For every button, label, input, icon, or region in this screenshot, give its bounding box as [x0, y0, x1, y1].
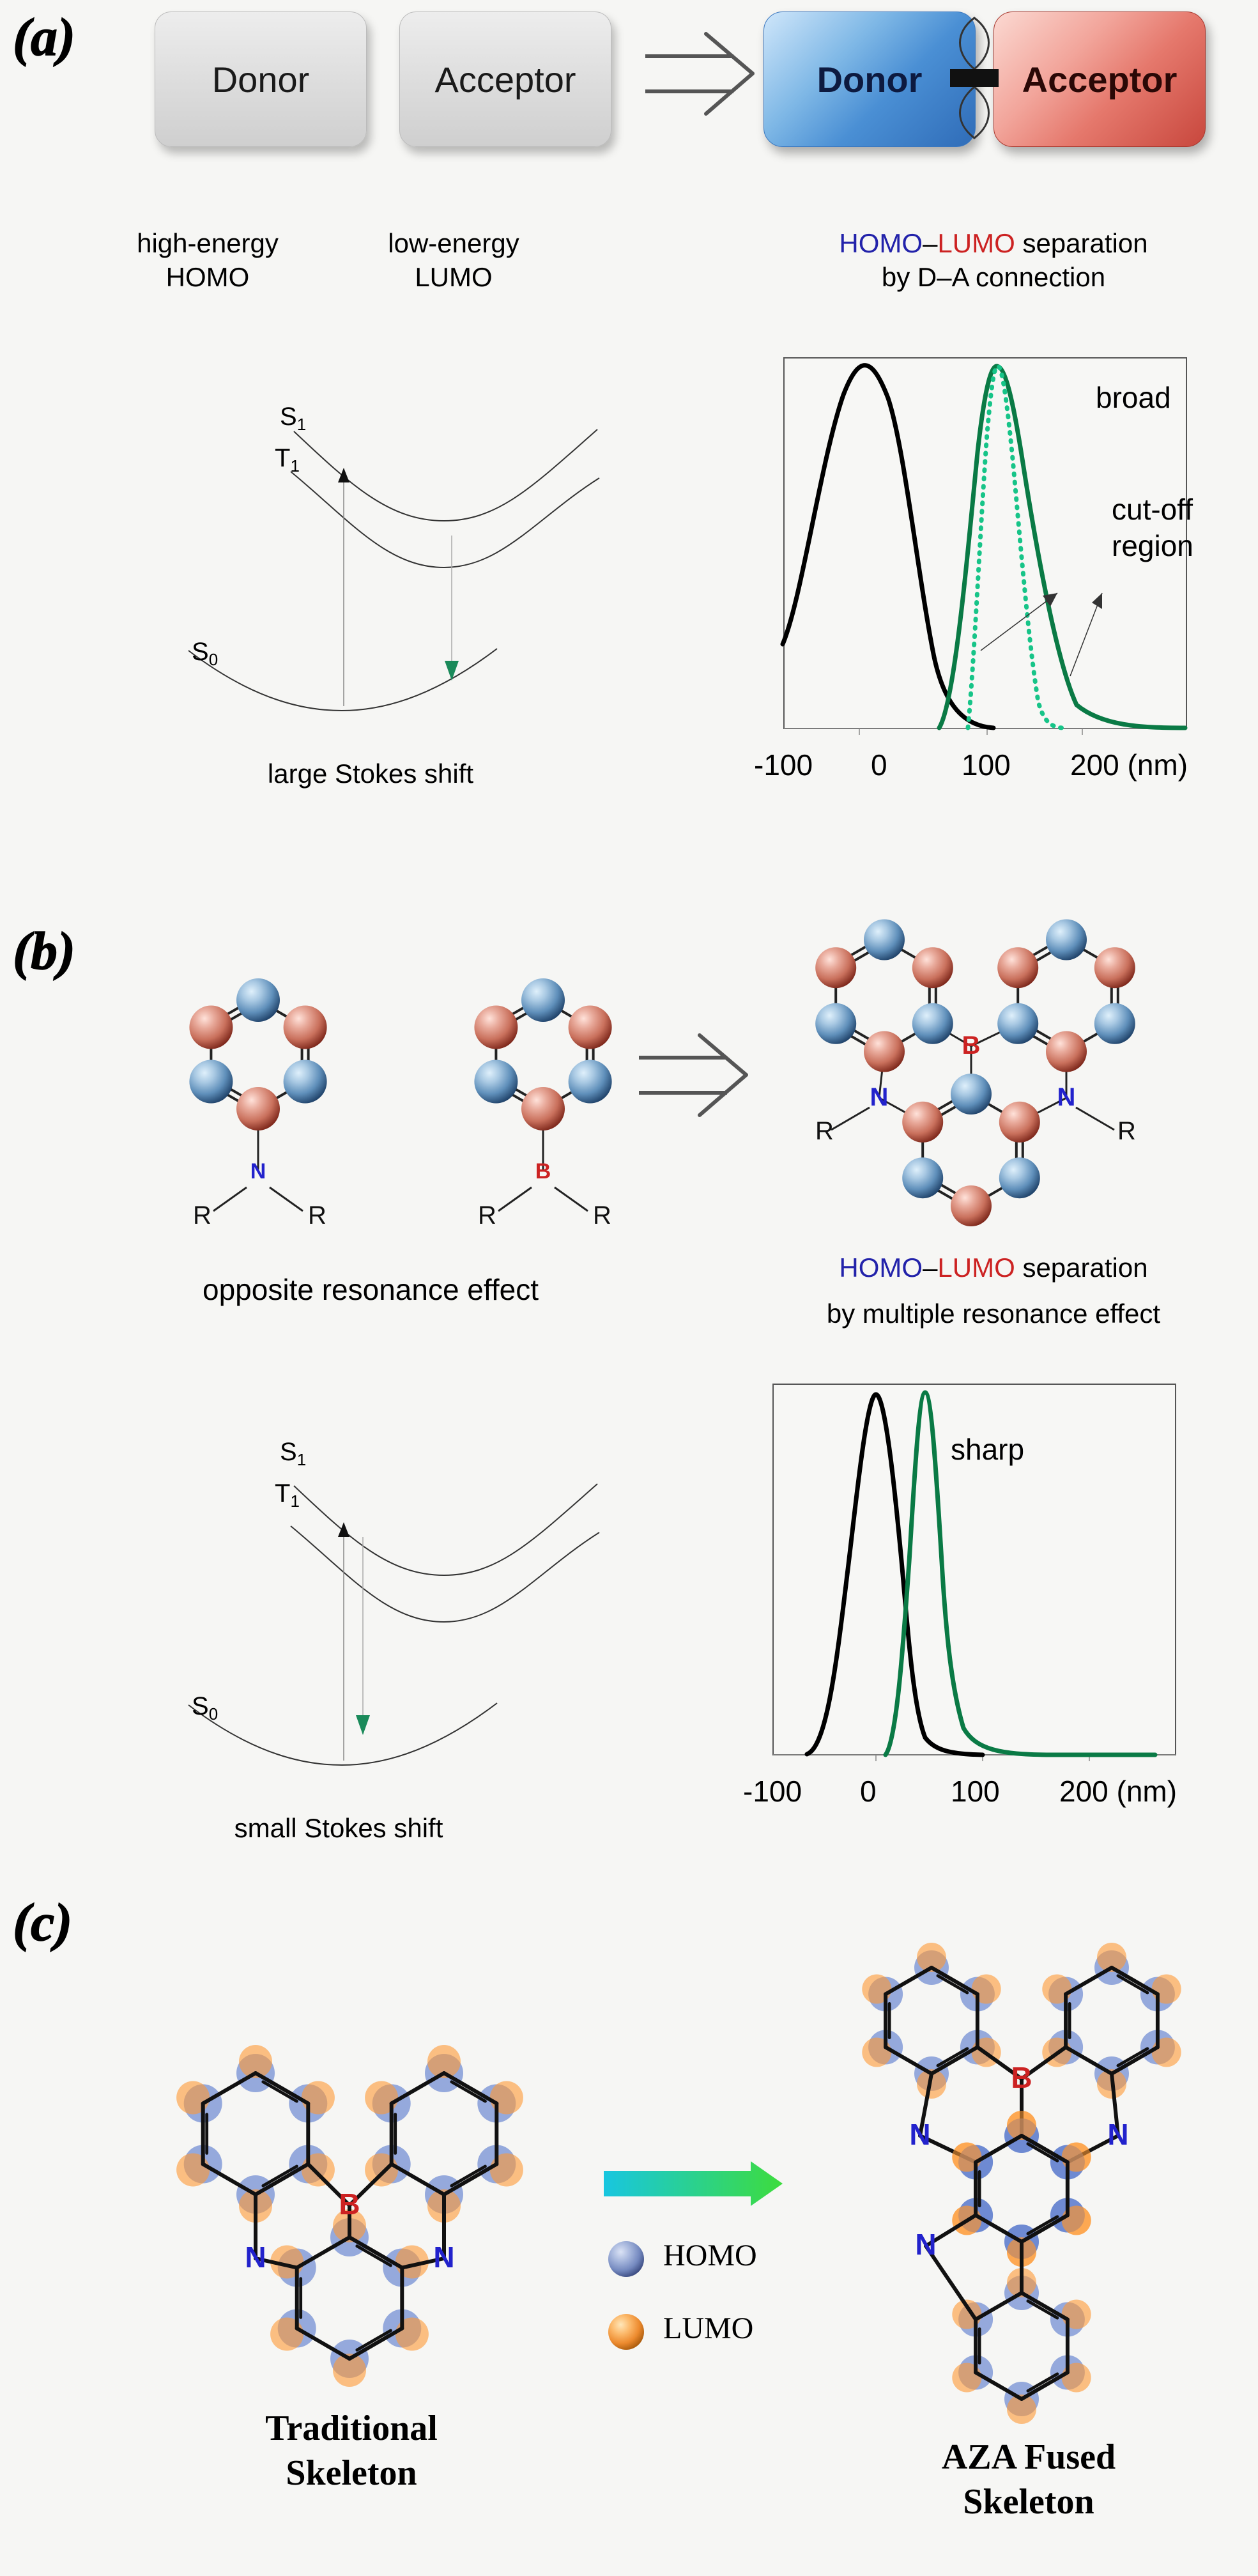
svg-text:B: B — [1011, 2061, 1032, 2094]
svg-text:N: N — [909, 2118, 930, 2151]
svg-text:N: N — [915, 2228, 936, 2261]
svg-text:N: N — [1107, 2118, 1128, 2151]
